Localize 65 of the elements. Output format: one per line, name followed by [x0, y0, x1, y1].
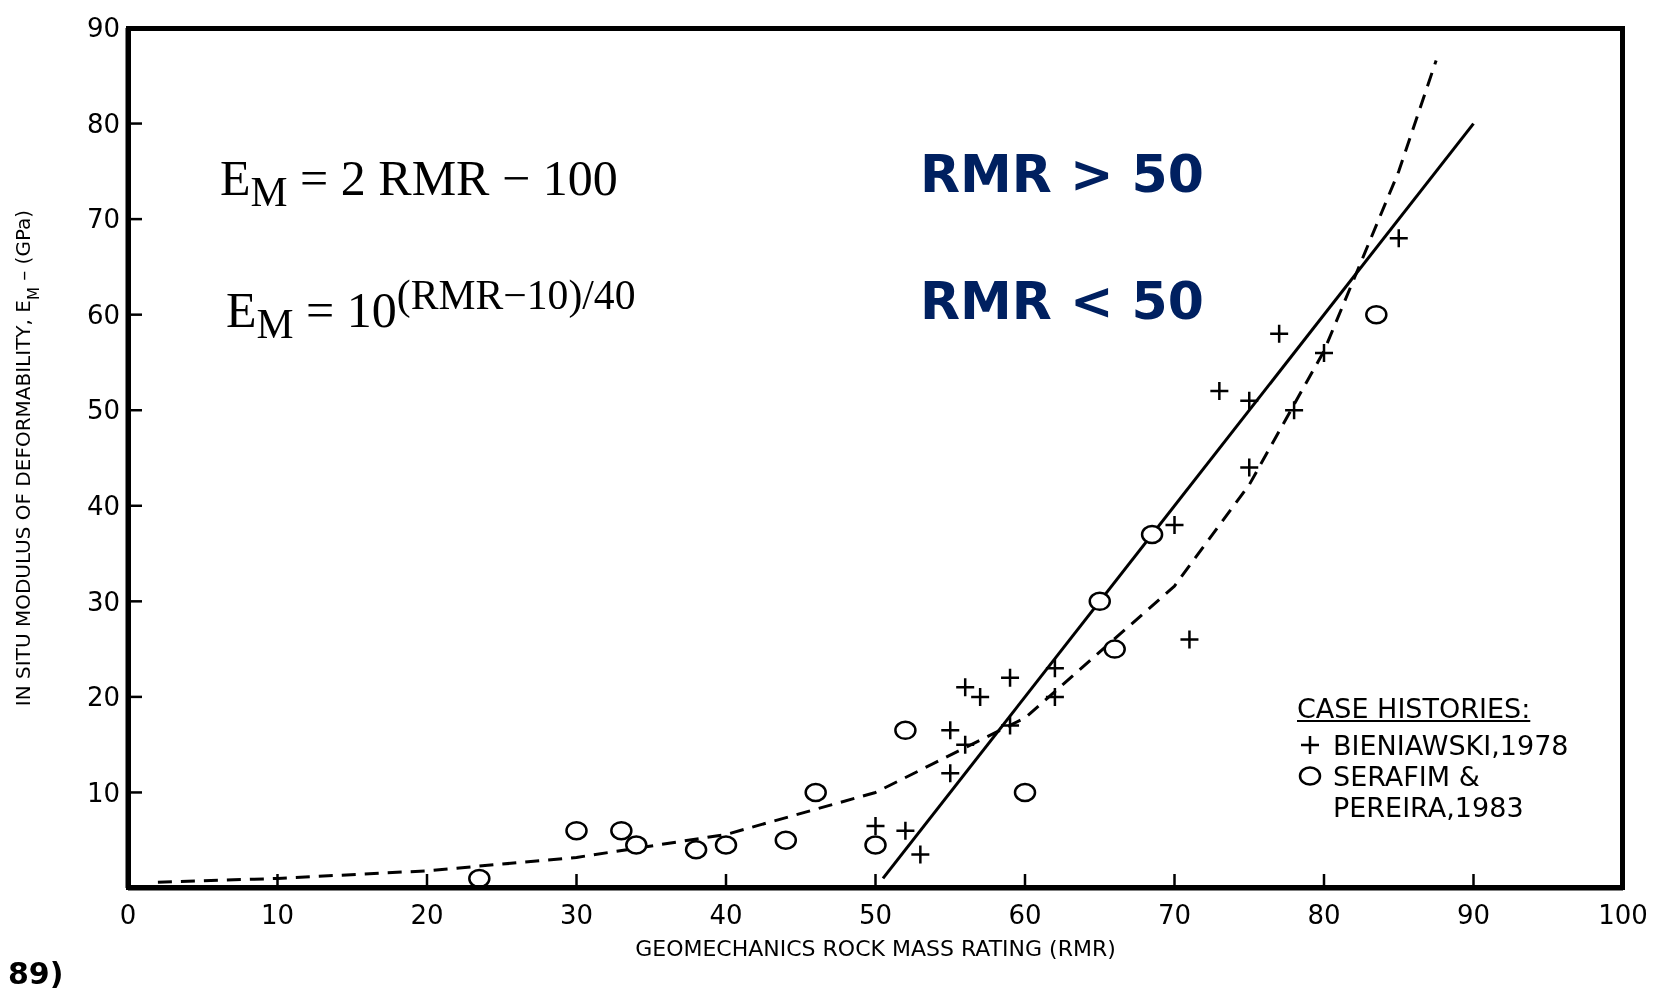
point	[565, 820, 588, 841]
point	[1239, 457, 1260, 478]
x-tick-label: 20	[410, 900, 444, 931]
legend-title: CASE HISTORIES:	[1297, 693, 1531, 724]
point	[1044, 657, 1066, 679]
point	[954, 734, 976, 755]
point	[714, 835, 738, 855]
x-tick-label: 30	[559, 900, 594, 931]
point	[1088, 591, 1111, 612]
y-tick-label: 60	[86, 299, 120, 330]
y-tick-label: 80	[86, 108, 120, 139]
x-tick-label: 100	[1598, 900, 1648, 931]
x-tick-label: 10	[260, 900, 295, 931]
point	[1313, 342, 1335, 364]
point	[1388, 227, 1409, 249]
point	[1140, 524, 1164, 545]
y-tick-label: 90	[86, 13, 120, 44]
legend-label: SERAFIM & PEREIRA,1983	[1333, 761, 1524, 823]
point	[864, 835, 887, 855]
y-tick-label: 50	[86, 395, 120, 426]
y-tick-label: 70	[86, 204, 120, 235]
point	[999, 715, 1021, 736]
x-tick-label: 40	[709, 900, 743, 931]
text: 89)	[8, 956, 64, 989]
point	[468, 868, 491, 888]
point	[1013, 782, 1037, 803]
x-tick-label: 80	[1307, 900, 1341, 931]
y-tick-label: 30	[86, 586, 120, 617]
point	[1179, 629, 1200, 650]
annotation: RMR < 50	[920, 271, 1204, 331]
annotation: RMR > 50	[920, 144, 1204, 204]
point	[1103, 639, 1126, 659]
x-axis-title: GEOMECHANICS ROCK MASS RATING (RMR)	[635, 936, 1116, 961]
point	[1365, 304, 1388, 325]
annotation: E$_{M}$ = 2 RMR − 100	[220, 150, 618, 215]
point	[940, 763, 961, 784]
point	[940, 720, 961, 741]
point	[969, 686, 991, 708]
point	[954, 677, 976, 698]
point	[610, 820, 633, 841]
x-tick-label: 0	[119, 900, 137, 931]
point	[1164, 514, 1185, 536]
annotation: E$_{M}$ = 10$^{(RMR−10)/40}$	[226, 272, 636, 347]
y-tick-label: 10	[86, 777, 120, 808]
x-tick-label: 60	[1008, 900, 1042, 931]
point	[774, 830, 798, 850]
point	[1209, 380, 1230, 402]
point	[895, 820, 916, 841]
y-tick-label: 40	[86, 491, 120, 522]
point	[684, 840, 708, 860]
x-tick-label: 70	[1157, 900, 1192, 931]
point	[1283, 399, 1305, 421]
point	[625, 835, 648, 855]
point	[865, 815, 886, 837]
x-tick-label: 90	[1456, 900, 1491, 931]
point	[894, 720, 917, 741]
point	[804, 782, 827, 803]
point	[1268, 323, 1290, 345]
point	[1044, 686, 1066, 708]
point	[1239, 390, 1260, 411]
point	[999, 667, 1021, 689]
legend-label: BIENIAWSKI,1978	[1333, 730, 1569, 761]
x-tick-label: 50	[858, 900, 893, 931]
y-tick-label: 20	[86, 682, 120, 713]
point	[910, 844, 931, 865]
